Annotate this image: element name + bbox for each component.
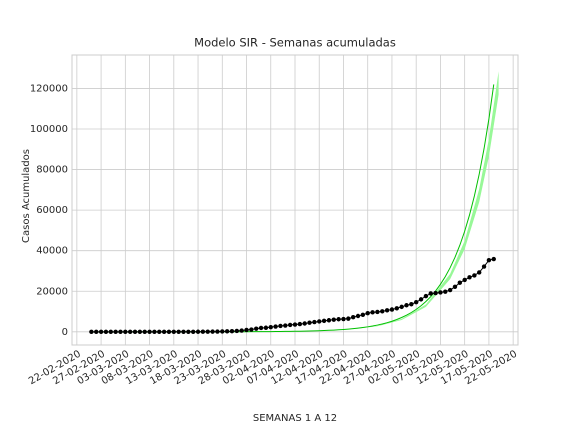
data-point [113, 329, 118, 335]
data-point [292, 322, 298, 327]
data-point [234, 328, 240, 334]
data-point [394, 306, 400, 311]
data-point [220, 329, 225, 334]
data-point [321, 318, 327, 324]
data-point [336, 317, 341, 322]
data-point [326, 318, 332, 323]
data-point [176, 329, 181, 335]
chart-title: Modelo SIR - Semanas acumuladas [194, 36, 396, 50]
data-point [171, 329, 177, 335]
data-point [307, 320, 312, 325]
data-point [210, 329, 215, 334]
data-point [147, 329, 152, 335]
data-point [404, 303, 409, 308]
y-tick-label: 0 [62, 327, 68, 338]
data-point [137, 329, 143, 335]
data-point [244, 327, 249, 333]
data-point [268, 324, 273, 330]
data-point [249, 327, 254, 332]
data-point [98, 329, 104, 335]
data-point [433, 290, 438, 296]
data-point [190, 329, 196, 334]
data-point [409, 302, 414, 307]
data-point [273, 324, 278, 329]
data-point [123, 329, 128, 335]
plot-frame [71, 54, 519, 346]
data-point [118, 329, 123, 335]
data-point [89, 329, 94, 335]
data-point [258, 325, 264, 331]
data-point [477, 270, 482, 275]
x-axis-label: SEMANAS 1 A 12 [253, 413, 337, 424]
data-point [399, 304, 404, 310]
data-point [486, 258, 492, 263]
y-tick-label: 100000 [30, 124, 68, 135]
data-point [413, 300, 419, 305]
y-tick-label: 60000 [36, 205, 68, 216]
data-point [224, 329, 230, 334]
y-tick-label: 80000 [36, 165, 68, 176]
data-point [418, 297, 424, 302]
data-point [108, 329, 113, 335]
y-tick-label: 20000 [36, 286, 68, 297]
data-point [195, 329, 201, 334]
data-point [457, 280, 463, 285]
data-point [166, 329, 172, 335]
data-point [447, 287, 453, 293]
data-point [443, 289, 448, 294]
data-point [365, 310, 370, 316]
data-point [317, 319, 322, 324]
data-point [297, 321, 303, 327]
data-point [103, 329, 109, 335]
data-point [152, 329, 157, 335]
data-point [312, 319, 317, 325]
data-point [263, 325, 269, 330]
data-point [438, 290, 443, 295]
data-point [283, 323, 288, 328]
data-point [355, 313, 361, 319]
data-point [200, 329, 206, 334]
data-point [157, 329, 162, 335]
data-point [287, 322, 293, 328]
data-point [161, 329, 167, 335]
data-point [127, 329, 133, 335]
data-point [132, 329, 138, 335]
y-axis-label: Casos Acumulados [21, 149, 32, 243]
data-point [389, 307, 395, 312]
data-point [360, 312, 366, 317]
data-point [467, 275, 472, 280]
data-point [239, 328, 244, 333]
data-point [491, 256, 496, 262]
data-point [229, 329, 235, 334]
data-point [302, 321, 307, 326]
data-point [350, 315, 356, 320]
data-point [462, 277, 467, 283]
data-point [380, 309, 385, 314]
data-point [186, 329, 191, 334]
data-point [341, 316, 346, 322]
data-point [375, 309, 380, 315]
data-point [94, 329, 99, 335]
data-point [384, 308, 390, 313]
y-tick-label: 40000 [36, 246, 68, 257]
data-point [215, 329, 220, 334]
data-point [205, 329, 210, 334]
data-point [254, 326, 259, 331]
data-point [370, 310, 375, 315]
data-point [423, 293, 429, 299]
y-tick-label: 120000 [30, 83, 68, 94]
data-point [181, 329, 186, 334]
data-point [481, 264, 487, 269]
data-point [472, 273, 477, 278]
data-point [428, 291, 433, 296]
data-point [452, 284, 458, 289]
data-point [346, 316, 351, 321]
data-point [142, 329, 147, 335]
data-point [331, 317, 336, 322]
data-point [278, 323, 283, 329]
